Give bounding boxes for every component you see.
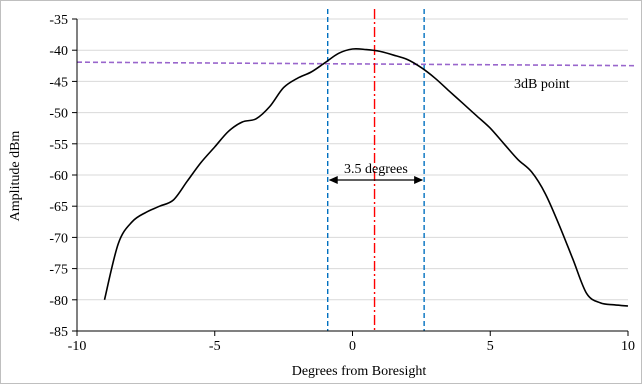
- y-tick-label: -50: [49, 107, 68, 122]
- x-tick-label: 0: [349, 339, 356, 354]
- x-tick-label: 5: [487, 339, 494, 354]
- series-line: [103, 47, 629, 307]
- beamwidth-arrowhead-left: [328, 175, 338, 184]
- y-tick-label: -35: [49, 13, 68, 28]
- beamwidth-label: 3.5 degrees: [344, 162, 408, 177]
- beamwidth-arrowhead-right: [414, 175, 424, 184]
- y-tick-label: -45: [49, 75, 68, 90]
- x-tick-label: 10: [621, 339, 635, 354]
- annotations: 3.5 degrees 3dB point: [328, 77, 570, 184]
- y-tick-label: -75: [49, 263, 68, 278]
- x-axis-title: Degrees from Boresight: [292, 364, 427, 379]
- y-tick-label: -85: [49, 325, 68, 340]
- tick-labels: -35-40-45-50-55-60-65-70-75-80-85-10 -5 0 5…: [49, 13, 635, 354]
- y-tick-label: -65: [49, 200, 68, 215]
- y-tick-label: -40: [49, 44, 68, 59]
- series-layer: [103, 47, 629, 307]
- reference-lines: [76, 9, 637, 331]
- threshold-line: [76, 61, 637, 67]
- y-axis-title: Amplitude dBm: [8, 131, 23, 222]
- y-tick-label: -60: [49, 169, 68, 184]
- y-tick-label: -80: [49, 294, 68, 309]
- axes: [72, 18, 629, 336]
- y-tick-label: -55: [49, 138, 68, 153]
- threshold-label: 3dB point: [514, 77, 570, 92]
- x-tick-label: -10: [68, 339, 87, 354]
- y-tick-label: -70: [49, 231, 68, 246]
- x-tick-label: -5: [209, 339, 221, 354]
